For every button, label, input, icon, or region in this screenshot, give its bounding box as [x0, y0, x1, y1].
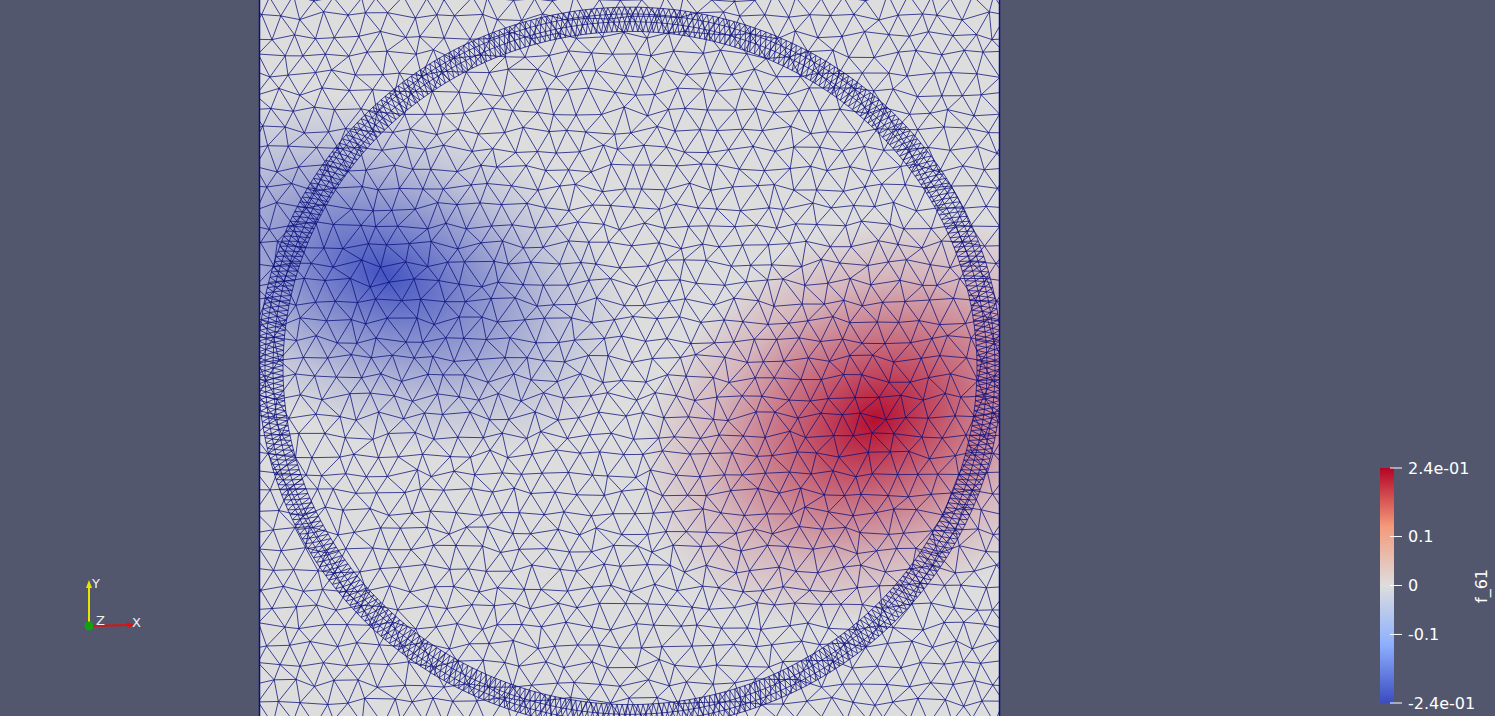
render-view: 2.4e-01 0.1 0 -0.1 -2.4e-01 f_61 X Y Z: [0, 0, 1495, 716]
axis-label: Y: [91, 576, 100, 591]
color-bar-tick: [1390, 703, 1402, 704]
axis-z-dot: [85, 622, 94, 631]
color-bar-tick-label: 0.1: [1408, 527, 1433, 546]
color-bar-tick-label: -0.1: [1408, 625, 1439, 644]
mesh: [259, 0, 1000, 716]
color-bar-tick: [1390, 634, 1402, 635]
domain-border: [260, 0, 1000, 716]
axis-label: X: [132, 615, 141, 630]
domain: [259, 0, 1000, 716]
color-bar-tick-label: -2.4e-01: [1408, 694, 1475, 713]
color-bar-tick: [1390, 468, 1402, 469]
color-bar-tick-label: 0: [1408, 576, 1418, 595]
color-bar-tick: [1390, 536, 1402, 537]
axis-y-arrow: [88, 584, 90, 626]
color-bar-title: f_61: [1472, 569, 1492, 603]
axis-label: Z: [96, 613, 105, 628]
color-bar-tick: [1390, 585, 1402, 586]
color-bar-tick-label: 2.4e-01: [1408, 459, 1469, 478]
